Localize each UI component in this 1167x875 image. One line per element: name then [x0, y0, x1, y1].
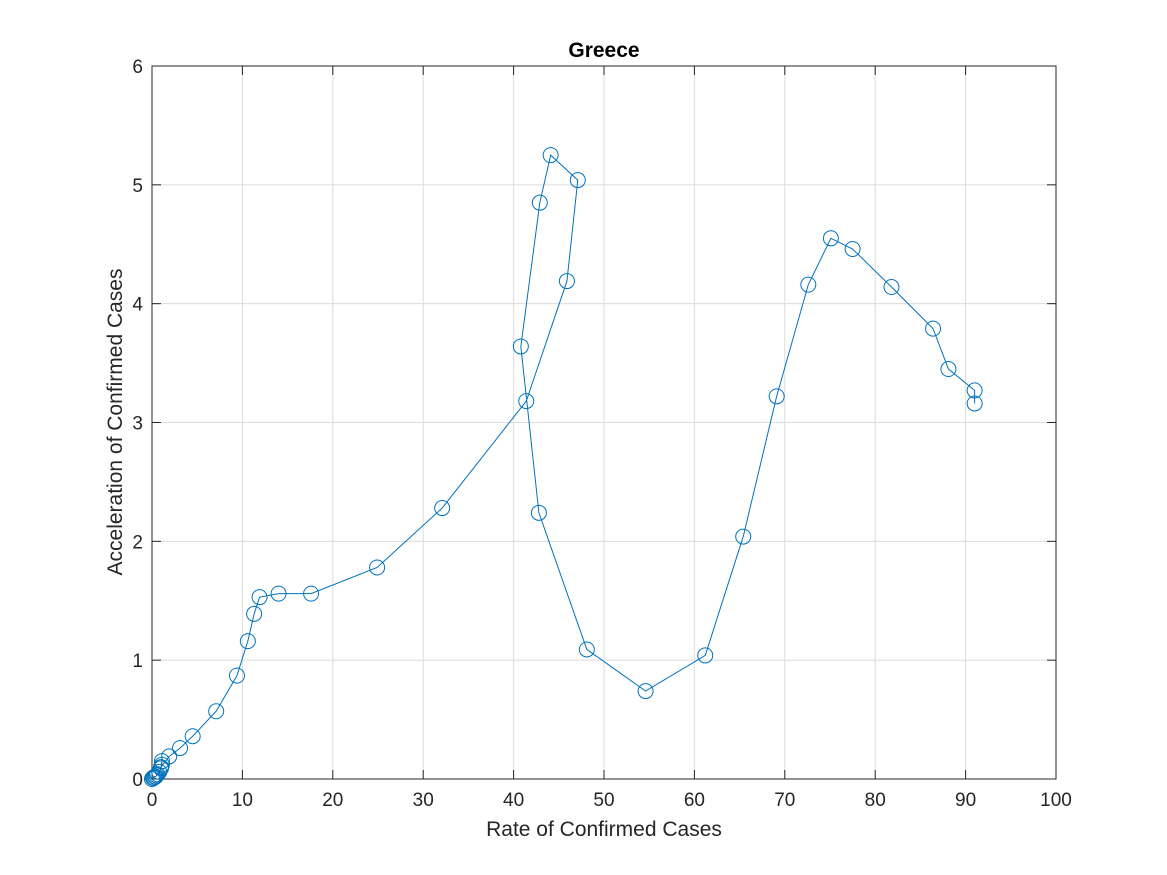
y-tick-label: 6 [132, 57, 143, 78]
data-point [246, 605, 263, 622]
y-tick-label: 2 [132, 532, 143, 553]
series-greece [144, 147, 983, 787]
data-point [531, 194, 548, 211]
y-tick-label: 5 [132, 176, 143, 197]
y-tick-label: 3 [132, 414, 143, 435]
data-point [822, 230, 839, 247]
data-point [966, 382, 983, 399]
data-point [239, 633, 256, 650]
data-point [925, 320, 942, 337]
data-point [512, 338, 529, 355]
data-point [800, 276, 817, 293]
x-tick-label: 80 [865, 790, 886, 811]
y-axis-label: Acceleration of Confirmed Cases [104, 269, 127, 576]
data-point [883, 279, 900, 296]
data-point [569, 172, 586, 189]
x-tick-label: 20 [322, 790, 343, 811]
data-point [940, 361, 957, 378]
y-tick-label: 1 [132, 651, 143, 672]
y-tick-label: 4 [132, 295, 143, 316]
x-axis-label: Rate of Confirmed Cases [486, 818, 722, 841]
data-point [542, 147, 559, 164]
data-point [270, 585, 287, 602]
x-tick-label: 0 [147, 790, 158, 811]
data-point [966, 395, 983, 412]
data-point [208, 703, 225, 720]
data-point [518, 393, 535, 410]
data-point [303, 585, 320, 602]
x-tick-label: 10 [232, 790, 253, 811]
data-point [637, 683, 654, 700]
data-point [578, 641, 595, 658]
chart-title: Greece [568, 39, 639, 62]
x-tick-label: 70 [774, 790, 795, 811]
data-point [184, 728, 201, 745]
data-point [172, 740, 189, 757]
data-point [844, 241, 861, 258]
data-point [768, 388, 785, 405]
data-point [530, 504, 547, 521]
x-tick-label: 60 [684, 790, 705, 811]
data-point [434, 500, 451, 517]
data-point [153, 759, 170, 776]
data-point [369, 559, 386, 576]
data-point [735, 528, 752, 545]
ticks: 0 10 20 30 40 50 60 70 80 90 100 0 1 2 3 4 5 6 [132, 57, 1071, 811]
x-tick-label: 50 [593, 790, 614, 811]
data-point [558, 273, 575, 290]
x-tick-label: 40 [503, 790, 524, 811]
data-point [251, 589, 268, 606]
data-point [697, 647, 714, 664]
x-tick-label: 90 [955, 790, 976, 811]
data-point [228, 667, 245, 684]
x-tick-label: 30 [413, 790, 434, 811]
y-tick-label: 0 [132, 770, 143, 791]
x-tick-label: 100 [1040, 790, 1072, 811]
data-point [161, 748, 178, 765]
